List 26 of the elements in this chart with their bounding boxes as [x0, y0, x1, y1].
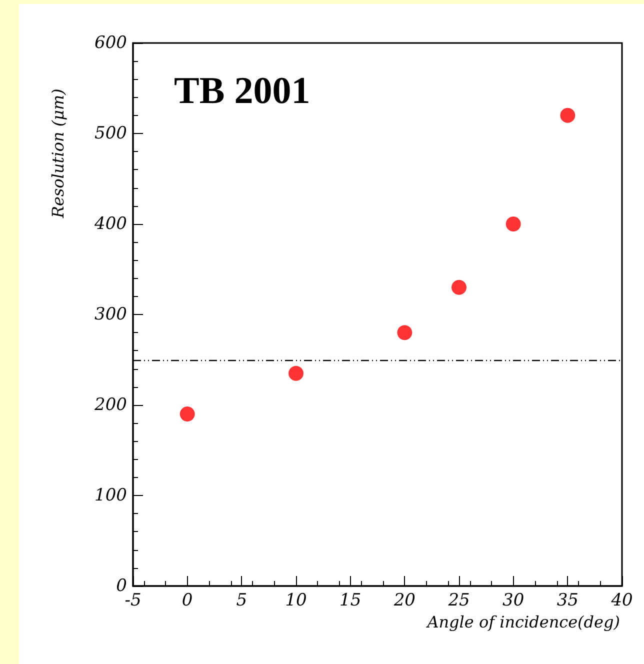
annotation: TB 2001: [174, 70, 310, 112]
y-axis-title: Resolution (μm): [48, 88, 68, 219]
point: [180, 406, 195, 422]
y-tick-label: 0: [116, 576, 128, 596]
x-tick-label: 0: [182, 590, 193, 610]
x-tick-label: 40: [610, 590, 633, 610]
point: [506, 216, 521, 232]
point: [397, 325, 412, 340]
x-tick-label: 25: [447, 590, 470, 610]
point: [288, 366, 304, 381]
x-tick-label: -5: [124, 590, 142, 610]
y-tick-label: 300: [94, 304, 128, 324]
y-tick-label: 100: [94, 486, 128, 506]
x-tick-label: 10: [285, 590, 307, 610]
point: [560, 108, 576, 123]
y-tick-label: 500: [94, 124, 128, 144]
x-tick-label: 15: [340, 590, 362, 610]
y-tick-label: 600: [94, 33, 128, 53]
point: [452, 280, 466, 295]
x-tick-label: 5: [236, 590, 248, 610]
y-tick-label: 400: [94, 214, 128, 234]
y-tick-label: 200: [94, 395, 128, 415]
x-tick-label: 30: [502, 590, 524, 610]
x-axis-title: Angle of incidence(deg): [425, 612, 620, 632]
x-tick-label: 20: [392, 590, 416, 610]
x-tick-label: 35: [556, 590, 578, 610]
